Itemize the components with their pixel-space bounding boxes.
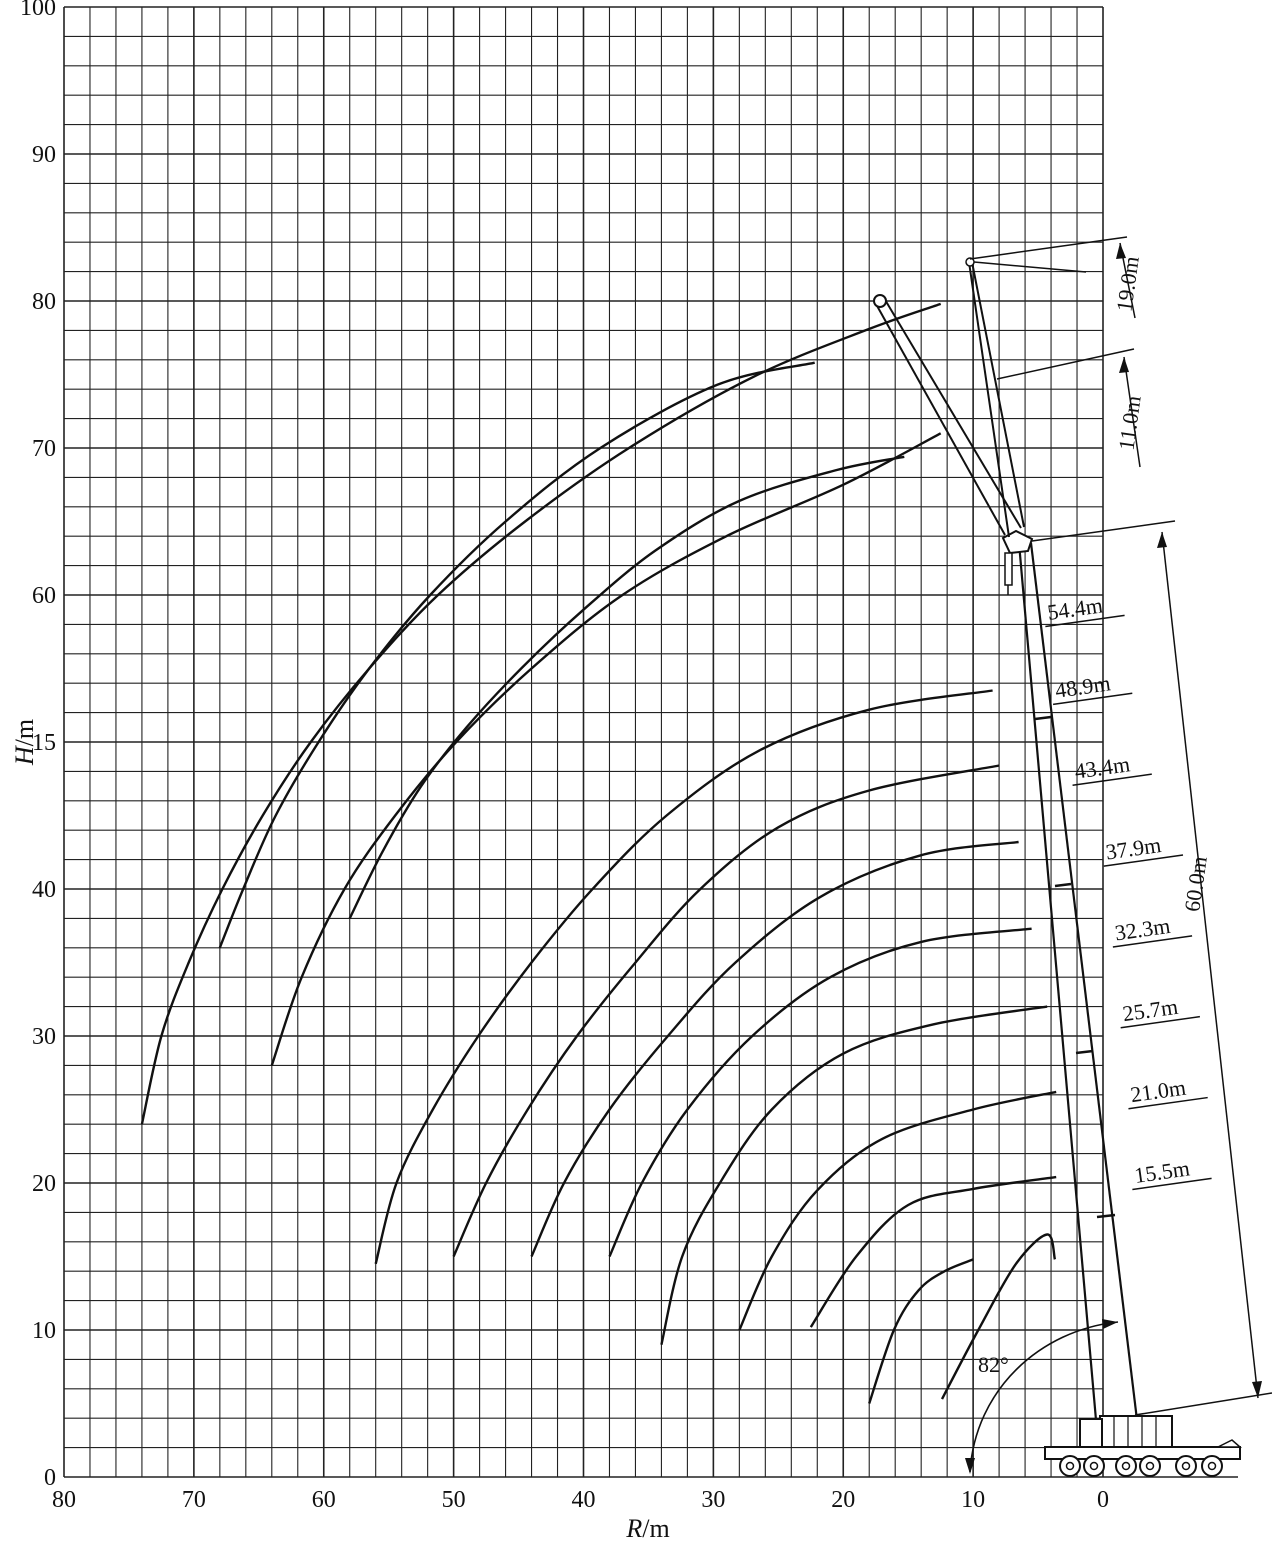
- boom-section-joint: [1054, 882, 1072, 888]
- boom-head: [1001, 529, 1034, 555]
- boom-section-joint: [1096, 1213, 1116, 1219]
- grid: [63, 6, 1238, 1478]
- wheel-hub: [1089, 1461, 1099, 1471]
- boom-section-joint: [1075, 1049, 1094, 1055]
- curve-12: [140, 302, 942, 1125]
- jib-long-left: [875, 303, 1006, 536]
- dim-arrow: [1119, 357, 1129, 373]
- y-tick-label: 60: [32, 583, 56, 609]
- dim-arrow: [965, 1458, 975, 1474]
- boom-length-underline: [1132, 1177, 1212, 1191]
- angle-label: 82°: [978, 1352, 1009, 1377]
- dim-line-11: [1123, 356, 1141, 468]
- y-axis-label: H/m: [10, 719, 39, 766]
- y-tick-label: 15: [32, 730, 56, 756]
- curve-2: [940, 1233, 1057, 1400]
- dim-arrow: [1252, 1381, 1262, 1398]
- curve-6: [608, 927, 1032, 1257]
- crane-drawing: [873, 236, 1272, 1477]
- y-tick-label: 10: [32, 1318, 56, 1344]
- x-tick-label: 40: [572, 1487, 596, 1513]
- dim-ext-19b: [969, 236, 1128, 260]
- boom-length-underline: [1045, 614, 1125, 628]
- superstructure: [1099, 1415, 1173, 1448]
- y-tick-label: 90: [32, 142, 56, 168]
- boom-length-label: 25.7m: [1120, 994, 1200, 1029]
- wheel-hub: [1121, 1461, 1131, 1471]
- curve-13: [218, 361, 815, 949]
- boom-length-underline: [1112, 935, 1193, 948]
- boom-section-joint: [1034, 715, 1052, 721]
- jib-tip-long: [873, 294, 887, 308]
- curve-7: [530, 840, 1019, 1257]
- dim-ext-top: [1031, 520, 1176, 542]
- dim-arrow: [1157, 532, 1167, 548]
- dim-ext-bottom: [1134, 1392, 1272, 1416]
- lifting-height-curves: [140, 302, 1057, 1404]
- dim-ext-19a: [973, 261, 1087, 273]
- wheel-hub: [1207, 1461, 1217, 1471]
- dimension-label: 19.0m: [1111, 255, 1143, 314]
- curve-1: [868, 1258, 974, 1404]
- boom-length-label: 15.5m: [1132, 1155, 1212, 1191]
- boom-length-label: 32.3m: [1112, 913, 1193, 948]
- wheel-hub: [1145, 1461, 1155, 1471]
- x-tick-label: 80: [52, 1487, 76, 1513]
- wheel-hub: [1065, 1461, 1075, 1471]
- curve-5: [660, 1005, 1048, 1345]
- boom-length-underline: [1103, 854, 1184, 867]
- hook-block: [1004, 552, 1013, 586]
- dimension-label: 60.0m: [1179, 855, 1211, 914]
- curve-11: [348, 455, 905, 919]
- boom-length-label: 48.9m: [1052, 670, 1133, 706]
- angle-arc: [969, 1321, 1119, 1473]
- x-tick-label: 20: [831, 1487, 855, 1513]
- y-tick-label: 40: [32, 877, 56, 903]
- x-tick-label: 60: [312, 1487, 336, 1513]
- curve-4: [738, 1090, 1057, 1331]
- curve-8: [452, 764, 1000, 1257]
- boom-length-underline: [1120, 1015, 1200, 1029]
- jib-upper-right: [971, 261, 1025, 528]
- dimension-label: 11.0m: [1113, 394, 1145, 452]
- boom-length-label: 37.9m: [1103, 832, 1184, 867]
- x-tick-label: 0: [1097, 1487, 1109, 1513]
- curve-3: [809, 1175, 1057, 1328]
- y-tick-label: 80: [32, 289, 56, 315]
- boom-length-label: 54.4m: [1045, 592, 1125, 628]
- curve-9: [374, 689, 993, 1265]
- curve-10: [270, 432, 942, 1066]
- dim-ext-11: [996, 348, 1135, 380]
- boom-chord-left: [1017, 542, 1098, 1421]
- x-axis-label: R/m: [625, 1514, 669, 1542]
- dim-line-60: [1161, 531, 1259, 1399]
- boom-length-underline: [1052, 692, 1133, 706]
- wheel-hub: [1181, 1461, 1191, 1471]
- front-cab: [1217, 1439, 1242, 1448]
- annotation-labels: 15.5m 21.0m 25.7m 32.3m 37.9m 43.4m 48.9m 54.4m…: [978, 255, 1212, 1377]
- boom-chord-right: [1029, 542, 1139, 1421]
- x-tick-label: 70: [182, 1487, 206, 1513]
- x-tick-label: 50: [442, 1487, 466, 1513]
- y-tick-label: 20: [32, 1171, 56, 1197]
- y-tick-label: 0: [44, 1465, 56, 1491]
- y-tick-label: 100: [20, 0, 56, 21]
- boom-length-underline: [1072, 773, 1152, 787]
- operator-cab: [1079, 1418, 1103, 1448]
- jib-upper-left: [968, 261, 1010, 538]
- x-tick-label: 10: [961, 1487, 985, 1513]
- jib-long-right: [883, 297, 1022, 529]
- dim-arrow: [1102, 1319, 1118, 1329]
- boom-length-label: 21.0m: [1128, 1075, 1208, 1110]
- x-tick-label: 30: [701, 1487, 725, 1513]
- boom-length-underline: [1128, 1096, 1208, 1110]
- dim-arrow: [1116, 243, 1126, 259]
- boom-length-label: 43.4m: [1072, 751, 1152, 787]
- y-tick-label: 70: [32, 436, 56, 462]
- y-tick-label: 30: [32, 1024, 56, 1050]
